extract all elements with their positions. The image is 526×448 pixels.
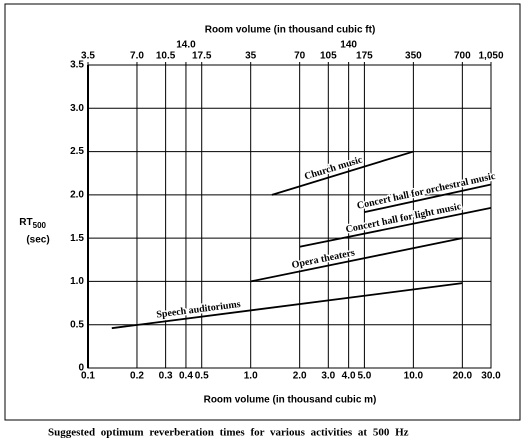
- y-tick-label: 3.0: [70, 103, 84, 114]
- top-tick-label: 17.5: [192, 51, 212, 62]
- x-tick-label: 4.0: [342, 371, 356, 382]
- series-label: Concert hall for orchestral music: [356, 171, 497, 212]
- top-tick-label: 10.5: [156, 51, 176, 62]
- y-axis-unit: (sec): [26, 235, 49, 246]
- y-tick-label: 0.5: [70, 319, 84, 330]
- top-tick-label: 175: [356, 51, 373, 62]
- top-tick-label: 140: [340, 40, 357, 51]
- x-tick-label: 5.0: [357, 371, 371, 382]
- top-tick-label: 3.5: [81, 51, 95, 62]
- top-tick-label: 70: [294, 51, 306, 62]
- x-tick-label: 0.3: [159, 371, 173, 382]
- x-tick-label: 3.0: [321, 371, 335, 382]
- series-line: [299, 206, 492, 248]
- top-tick-label: 350: [405, 51, 422, 62]
- x-tick-label: 2.0: [293, 371, 307, 382]
- x-tick-label: 0.4: [179, 371, 193, 382]
- series-line: [250, 237, 463, 283]
- x-tick-label: 30.0: [481, 371, 501, 382]
- x-tick-label: 10.0: [404, 371, 424, 382]
- top-tick-label: 105: [320, 51, 337, 62]
- series-line: [111, 282, 463, 330]
- top-tick-label: 700: [454, 51, 471, 62]
- series-line: [364, 183, 492, 214]
- x-tick-label: 0.2: [130, 371, 144, 382]
- y-tick-label: 2.5: [70, 146, 84, 157]
- x-tick-label: 1.0: [244, 371, 258, 382]
- y-axis-title-subscript: 500: [33, 221, 47, 230]
- x-tick-label: 0.5: [195, 371, 209, 382]
- y-axis-title: RT500: [19, 217, 46, 230]
- top-tick-label: 1,050: [478, 51, 503, 62]
- top-tick-label: 7.0: [130, 51, 144, 62]
- x-axis-title: Room volume (in thousand cubic m): [204, 395, 377, 406]
- top-tick-label: 14.0: [176, 40, 196, 51]
- y-tick-label: 1.5: [70, 233, 84, 244]
- frame: [4, 3, 521, 421]
- series-label: Opera theaters: [291, 247, 356, 271]
- y-tick-label: 1.0: [70, 276, 84, 287]
- series-label: Church music: [303, 154, 364, 182]
- caption: Suggested optimum reverberation times fo…: [48, 427, 409, 439]
- x-tick-label: 0.1: [81, 371, 95, 382]
- y-axis-title-main: RT: [19, 217, 32, 228]
- top-axis-title: Room volume (in thousand cubic ft): [205, 25, 376, 36]
- y-tick-label: 0: [78, 363, 84, 374]
- x-tick-label: 20.0: [453, 371, 473, 382]
- y-tick-label: 2.0: [70, 189, 84, 200]
- y-tick-label: 3.5: [70, 60, 84, 71]
- series-line: [271, 150, 414, 196]
- top-tick-label: 35: [245, 51, 257, 62]
